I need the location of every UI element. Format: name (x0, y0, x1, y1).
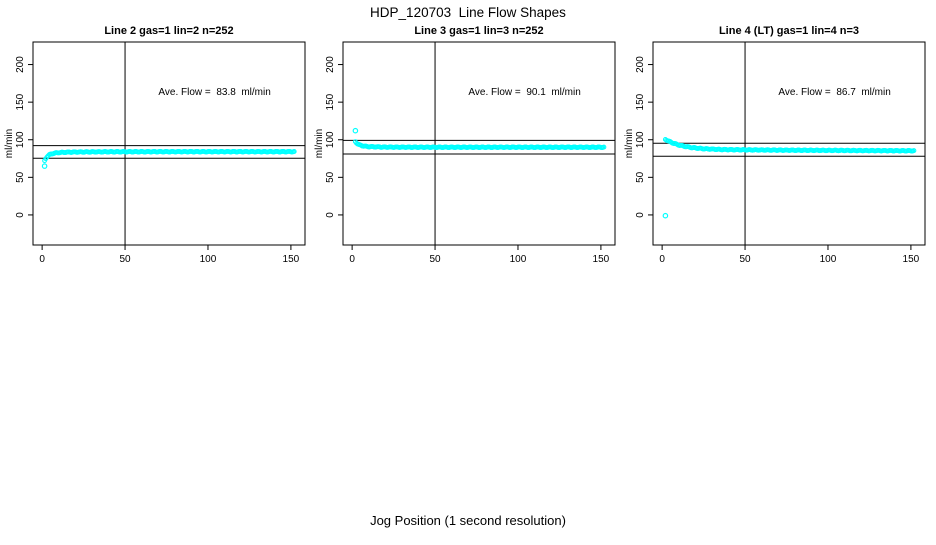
x-tick-label: 0 (659, 254, 665, 265)
y-tick-label: 0 (325, 212, 336, 218)
x-tick-label: 50 (119, 254, 131, 265)
x-axis-title: Jog Position (1 second resolution) (370, 513, 566, 528)
panel-3: Line 4 (LT) gas=1 lin=4 n=3 0 50 100 150 0 50 1… (624, 25, 926, 265)
y-tick-label: 100 (635, 131, 646, 148)
outlier-point (41, 163, 48, 169)
y-axis-label: ml/min (624, 129, 635, 158)
x-tick-label: 150 (903, 254, 920, 265)
x-tick-label: 0 (349, 254, 355, 265)
plot-box (652, 41, 926, 246)
x-tick-label: 50 (739, 254, 751, 265)
y-tick-label: 50 (635, 171, 646, 183)
y-tick-label: 50 (15, 171, 26, 183)
panel-title: Line 4 (LT) gas=1 lin=4 n=3 (719, 25, 859, 37)
x-tick-label: 150 (593, 254, 610, 265)
y-tick-label: 200 (15, 56, 26, 73)
x-tick-label: 50 (429, 254, 441, 265)
x-tick-label: 100 (820, 254, 837, 265)
panel-1: Line 2 gas=1 lin=2 n=252 0 50 100 150 0 50 100 1… (4, 25, 306, 265)
average-flow-annotation: Ave. Flow = 86.7 ml/min (778, 87, 890, 98)
panels-group: Line 2 gas=1 lin=2 n=252 0 50 100 150 0 50 100 1… (4, 25, 926, 265)
y-tick-label: 150 (635, 93, 646, 110)
data-point (601, 144, 607, 150)
outlier-point (352, 127, 359, 134)
y-tick-label: 50 (325, 171, 336, 183)
plot-box (32, 41, 306, 246)
y-tick-label: 0 (15, 212, 26, 218)
x-tick-label: 100 (200, 254, 217, 265)
panel-title: Line 2 gas=1 lin=2 n=252 (104, 25, 233, 37)
y-tick-label: 0 (635, 212, 646, 218)
x-tick-label: 100 (510, 254, 527, 265)
y-tick-label: 100 (325, 131, 336, 148)
x-tick-label: 150 (283, 254, 300, 265)
figure-title: HDP_120703 Line Flow Shapes (370, 5, 566, 20)
panel-2: Line 3 gas=1 lin=3 n=252 0 50 100 150 0 50 100 1… (314, 25, 616, 265)
plot-box (342, 41, 616, 246)
y-tick-label: 200 (325, 56, 336, 73)
data-point (911, 148, 917, 154)
data-point (291, 149, 297, 154)
y-tick-label: 100 (15, 131, 26, 148)
average-flow-annotation: Ave. Flow = 83.8 ml/min (158, 87, 270, 98)
y-tick-label: 200 (635, 56, 646, 73)
y-axis-label: ml/min (4, 129, 15, 158)
outlier-point (662, 212, 669, 219)
y-tick-label: 150 (325, 93, 336, 110)
x-tick-label: 0 (39, 254, 45, 265)
y-axis-label: ml/min (314, 129, 325, 158)
average-flow-annotation: Ave. Flow = 90.1 ml/min (468, 87, 580, 98)
panel-title: Line 3 gas=1 lin=3 n=252 (414, 25, 543, 37)
y-tick-label: 150 (15, 93, 26, 110)
